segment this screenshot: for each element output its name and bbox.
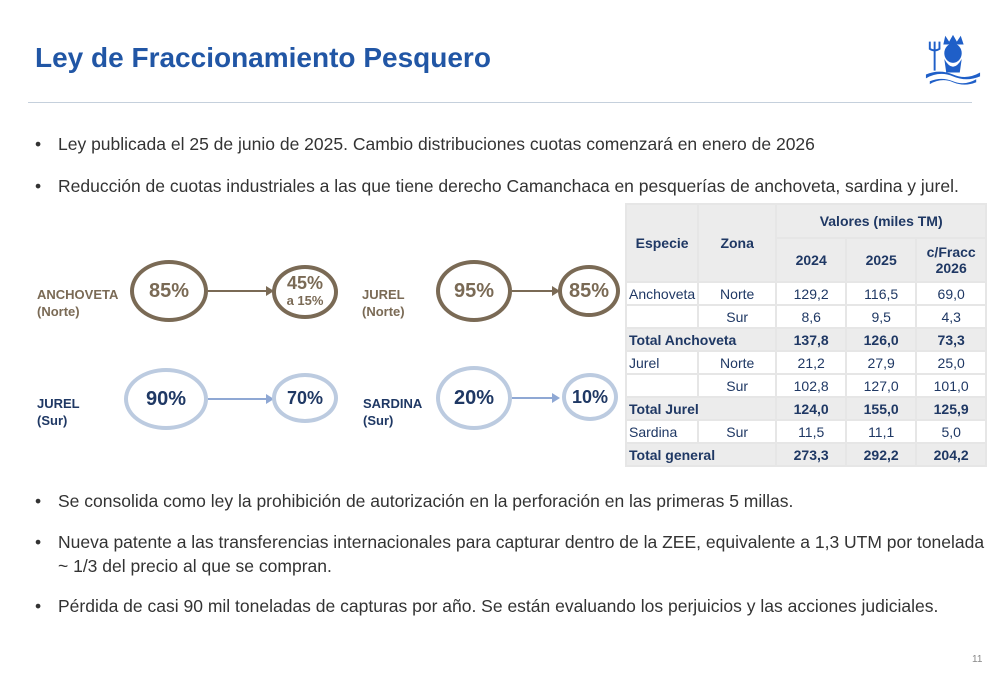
current-share-oval: 85% xyxy=(130,260,208,322)
cell-value: 5,0 xyxy=(915,419,988,444)
page-number: 11 xyxy=(972,654,983,665)
cell-value: 292,2 xyxy=(845,442,918,467)
cell-value: 9,5 xyxy=(845,304,918,329)
bullet-text: Reducción de cuotas industriales a las q… xyxy=(58,176,959,196)
cell-value: 124,0 xyxy=(775,396,848,421)
new-share-oval: 70% xyxy=(272,373,338,423)
row-label: Total Anchoveta xyxy=(624,327,778,352)
diagram-label-anchoveta-norte: ANCHOVETA (Norte) xyxy=(37,287,119,319)
bullet-item: • Reducción de cuotas industriales a las … xyxy=(35,176,959,196)
cell-value: 125,9 xyxy=(915,396,988,421)
cell-value: 204,2 xyxy=(915,442,988,467)
table-row: Sardina Sur 11,5 11,1 5,0 xyxy=(624,419,988,444)
cell-value: 102,8 xyxy=(775,373,848,398)
bullet-text: Ley publicada el 25 de junio de 2025. Ca… xyxy=(58,134,815,154)
header-especie: Especie xyxy=(624,203,700,283)
cell-value: 21,2 xyxy=(775,350,848,375)
page-title: Ley de Fraccionamiento Pesquero xyxy=(35,42,491,73)
cell-value: 8,6 xyxy=(775,304,848,329)
header-2024: 2024 xyxy=(775,237,848,283)
diagram-label-jurel-norte: JUREL (Norte) xyxy=(362,287,405,319)
arrow-icon xyxy=(208,286,274,296)
bullet-text: Pérdida de casi 90 mil toneladas de capt… xyxy=(58,596,939,616)
cell-value: 73,3 xyxy=(915,327,988,352)
cell-value: 11,1 xyxy=(845,419,918,444)
cell-value: 27,9 xyxy=(845,350,918,375)
header-fracc-2026: c/Fracc 2026 xyxy=(915,237,988,283)
bullet-item: • Nueva patente a las transferencias inte… xyxy=(35,532,985,576)
cell-value: 127,0 xyxy=(845,373,918,398)
current-share-oval: 20% xyxy=(436,366,512,430)
cell-zona: Norte xyxy=(697,350,778,375)
cell-value: 25,0 xyxy=(915,350,988,375)
title-divider xyxy=(28,102,972,103)
cell-especie: Anchoveta xyxy=(624,281,700,306)
neptune-logo-icon xyxy=(925,34,981,85)
table-row: Sur 102,8 127,0 101,0 xyxy=(624,373,988,398)
bullet-item: • Ley publicada el 25 de junio de 2025. C… xyxy=(35,134,815,154)
new-share-oval: 10% xyxy=(562,373,618,421)
cell-zona: Sur xyxy=(697,304,778,329)
cell-especie: Jurel xyxy=(624,350,700,375)
cell-especie xyxy=(624,373,700,398)
cell-value: 137,8 xyxy=(775,327,848,352)
table-row: Sur 8,6 9,5 4,3 xyxy=(624,304,988,329)
cell-zona: Sur xyxy=(697,419,778,444)
diagram-label-sardina-sur: SARDINA (Sur) xyxy=(363,396,423,428)
cell-value: 69,0 xyxy=(915,281,988,306)
cell-value: 11,5 xyxy=(775,419,848,444)
bullet-item: • Se consolida como ley la prohibición de… xyxy=(35,491,794,511)
cell-zona: Norte xyxy=(697,281,778,306)
new-share-oval: 45% a 15% xyxy=(272,265,338,319)
bullet-item: • Pérdida de casi 90 mil toneladas de cap… xyxy=(35,596,939,616)
table-total-row: Total general 273,3 292,2 204,2 xyxy=(624,442,988,467)
table-row: Anchoveta Norte 129,2 116,5 69,0 xyxy=(624,281,988,306)
new-share-oval: 85% xyxy=(558,265,620,317)
bullet-text: Se consolida como ley la prohibición de … xyxy=(58,491,794,511)
quota-table: Especie Zona Valores (miles TM) 2024 202… xyxy=(624,203,988,467)
table-total-row: Total Anchoveta 137,8 126,0 73,3 xyxy=(624,327,988,352)
cell-value: 273,3 xyxy=(775,442,848,467)
header-2025: 2025 xyxy=(845,237,918,283)
cell-especie: Sardina xyxy=(624,419,700,444)
diagram-label-jurel-sur: JUREL (Sur) xyxy=(37,396,80,428)
table-total-row: Total Jurel 124,0 155,0 125,9 xyxy=(624,396,988,421)
current-share-oval: 90% xyxy=(124,368,208,430)
header-zona: Zona xyxy=(697,203,778,283)
row-label: Total general xyxy=(624,442,778,467)
cell-especie xyxy=(624,304,700,329)
arrow-icon xyxy=(208,394,274,404)
row-label: Total Jurel xyxy=(624,396,778,421)
cell-value: 129,2 xyxy=(775,281,848,306)
arrow-icon xyxy=(512,393,560,403)
cell-value: 4,3 xyxy=(915,304,988,329)
table-row: Jurel Norte 21,2 27,9 25,0 xyxy=(624,350,988,375)
current-share-oval: 95% xyxy=(436,260,512,322)
cell-zona: Sur xyxy=(697,373,778,398)
cell-value: 101,0 xyxy=(915,373,988,398)
arrow-icon xyxy=(512,286,560,296)
cell-value: 126,0 xyxy=(845,327,918,352)
cell-value: 116,5 xyxy=(845,281,918,306)
header-valores: Valores (miles TM) xyxy=(775,203,988,239)
bullet-text: Nueva patente a las transferencias inter… xyxy=(58,532,985,576)
cell-value: 155,0 xyxy=(845,396,918,421)
